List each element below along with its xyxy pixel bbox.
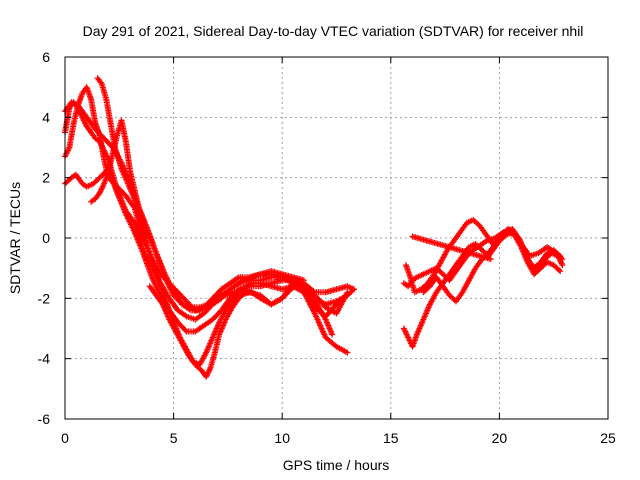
x-tick-labels: 0 5 10 15 20 25 xyxy=(61,430,616,446)
chart-title: Day 291 of 2021, Sidereal Day-to-day VTE… xyxy=(83,23,584,39)
data-point xyxy=(557,268,564,275)
x-tick-label: 10 xyxy=(274,430,290,446)
x-tick-label: 0 xyxy=(61,430,69,446)
series-track-12 xyxy=(409,233,494,263)
y-axis-label: SDTVAR / TECUs xyxy=(7,182,23,294)
series-track-7 xyxy=(146,280,336,380)
data-point xyxy=(344,349,351,356)
x-tick-label: 25 xyxy=(600,430,616,446)
data-point xyxy=(300,277,307,284)
axis-ticks xyxy=(64,56,609,420)
data-point xyxy=(240,290,247,297)
data-point xyxy=(350,286,357,293)
data-point xyxy=(555,266,562,273)
x-tick-label: 20 xyxy=(492,430,508,446)
series-track-4 xyxy=(62,99,357,311)
y-tick-label: -4 xyxy=(38,351,51,367)
series-track-5 xyxy=(88,117,307,314)
series-track-11 xyxy=(420,225,564,305)
y-tick-label: -2 xyxy=(38,290,51,306)
data-point xyxy=(559,262,566,269)
x-tick-label: 5 xyxy=(170,430,178,446)
data-point xyxy=(349,287,356,294)
x-tick-label: 15 xyxy=(383,430,399,446)
x-axis-label: GPS time / hours xyxy=(283,457,390,473)
y-tick-label: 6 xyxy=(42,49,50,65)
data-point xyxy=(182,327,189,334)
y-tick-label: 4 xyxy=(42,109,50,125)
y-tick-labels: -6 -4 -2 0 2 4 6 xyxy=(38,49,51,427)
data-point xyxy=(557,253,564,260)
data-point xyxy=(487,256,494,263)
data-points xyxy=(62,75,566,380)
y-tick-label: 0 xyxy=(42,230,50,246)
data-point xyxy=(329,331,336,338)
y-tick-label: -6 xyxy=(38,411,51,427)
series-track-1 xyxy=(62,99,357,323)
grid xyxy=(65,57,608,419)
data-point xyxy=(555,251,562,258)
y-tick-label: 2 xyxy=(42,170,50,186)
